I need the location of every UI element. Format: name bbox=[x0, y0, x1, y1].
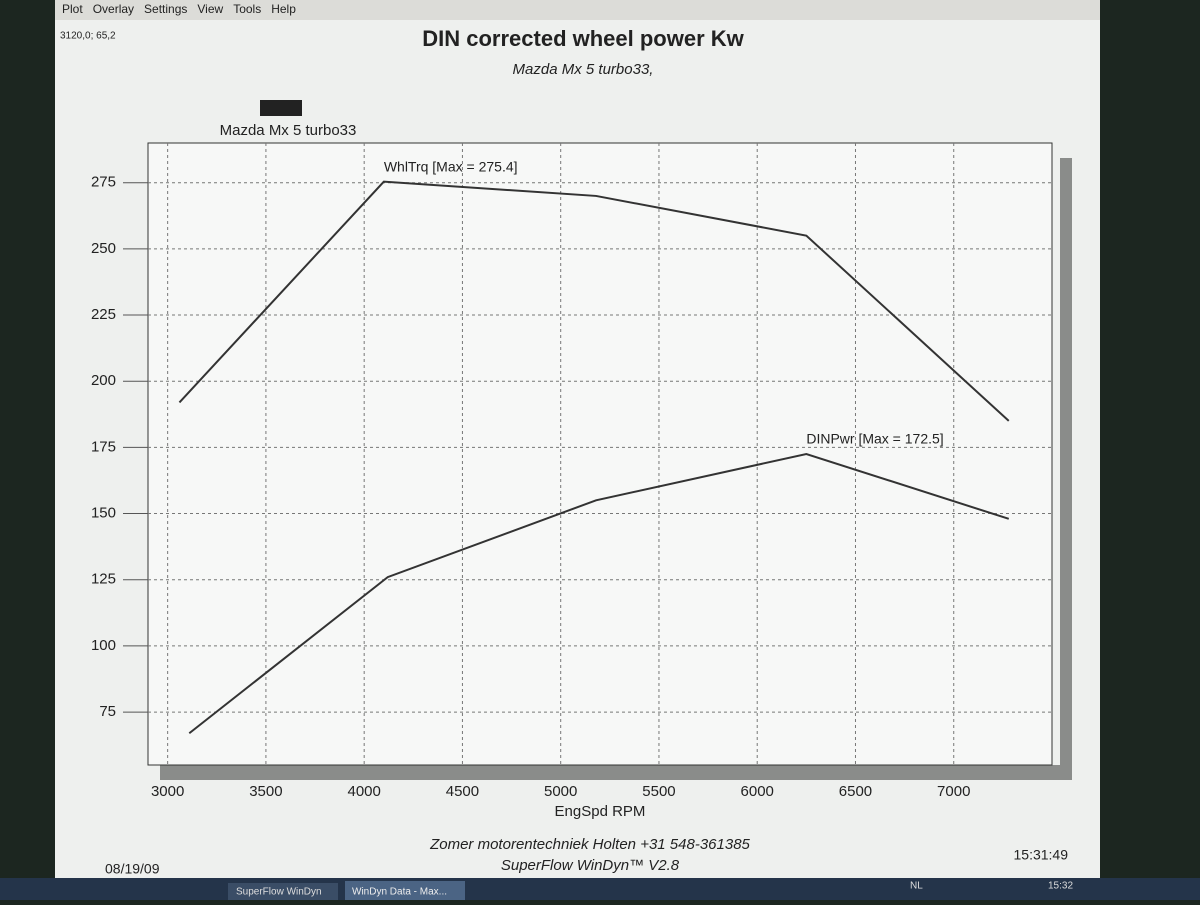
x-tick-label: 6000 bbox=[741, 783, 774, 800]
taskbar-button[interactable] bbox=[228, 883, 338, 900]
y-tick-label: 200 bbox=[91, 372, 116, 389]
menu-item[interactable]: View bbox=[197, 2, 223, 16]
taskbar-button[interactable] bbox=[345, 881, 465, 900]
y-tick-label: 100 bbox=[91, 637, 116, 654]
legend-swatch bbox=[260, 100, 302, 116]
chart-title: DIN corrected wheel power Kw bbox=[422, 26, 744, 51]
x-tick-label: 5000 bbox=[544, 783, 577, 800]
menu-item[interactable]: Overlay bbox=[93, 2, 134, 16]
menu: Plot Overlay Settings View Tools Help bbox=[62, 2, 296, 16]
x-tick-label: 6500 bbox=[839, 783, 872, 800]
y-tick-label: 125 bbox=[91, 571, 116, 588]
menu-bar bbox=[55, 0, 1100, 20]
y-tick-label: 75 bbox=[99, 703, 116, 720]
x-tick-label: 5500 bbox=[642, 783, 675, 800]
taskbar-item[interactable]: SuperFlow WinDyn bbox=[236, 887, 322, 898]
plot-area bbox=[147, 142, 1053, 766]
company: Zomer motorentechniek Holten +31 548-361… bbox=[429, 836, 750, 853]
time: 15:31:49 bbox=[1014, 847, 1069, 863]
y-tick-label: 275 bbox=[91, 174, 116, 191]
line bbox=[188, 452, 1010, 735]
y-tick-label: 225 bbox=[91, 306, 116, 323]
series-annotation: DINPwr [Max = 172.5] bbox=[806, 431, 943, 447]
cursor-readout: 3120,0; 65,2 bbox=[60, 31, 116, 42]
menu-item[interactable]: Tools bbox=[233, 2, 261, 16]
menu-item[interactable]: Plot bbox=[62, 2, 83, 16]
clock: 15:32 bbox=[1048, 881, 1073, 892]
y-tick-label: 250 bbox=[91, 240, 116, 257]
plot-shadow bbox=[1060, 158, 1072, 780]
menu-item[interactable]: Settings bbox=[144, 2, 187, 16]
x-tick-label: 7000 bbox=[937, 783, 970, 800]
x-axis-label: EngSpd RPM bbox=[555, 803, 646, 820]
legend-label: Mazda Mx 5 turbo33 bbox=[220, 122, 357, 139]
x-tick-label: 3000 bbox=[151, 783, 184, 800]
plot-shadow bbox=[160, 765, 1072, 780]
taskbar bbox=[0, 878, 1200, 900]
x-tick-label: 4000 bbox=[347, 783, 380, 800]
software: SuperFlow WinDyn™ V2.8 bbox=[501, 857, 680, 874]
x-tick-label: 4500 bbox=[446, 783, 479, 800]
y-tick-label: 175 bbox=[91, 438, 116, 455]
y-tick-label: 150 bbox=[91, 505, 116, 522]
chart-subtitle: Mazda Mx 5 turbo33, bbox=[513, 61, 654, 78]
language: NL bbox=[910, 881, 923, 892]
x-tick-label: 3500 bbox=[249, 783, 282, 800]
date: 08/19/09 bbox=[105, 861, 160, 877]
taskbar-item[interactable]: WinDyn Data - Max... bbox=[352, 887, 447, 898]
line bbox=[178, 180, 1010, 422]
series-annotation: WhlTrq [Max = 275.4] bbox=[384, 158, 518, 174]
menu-item[interactable]: Help bbox=[271, 2, 296, 16]
